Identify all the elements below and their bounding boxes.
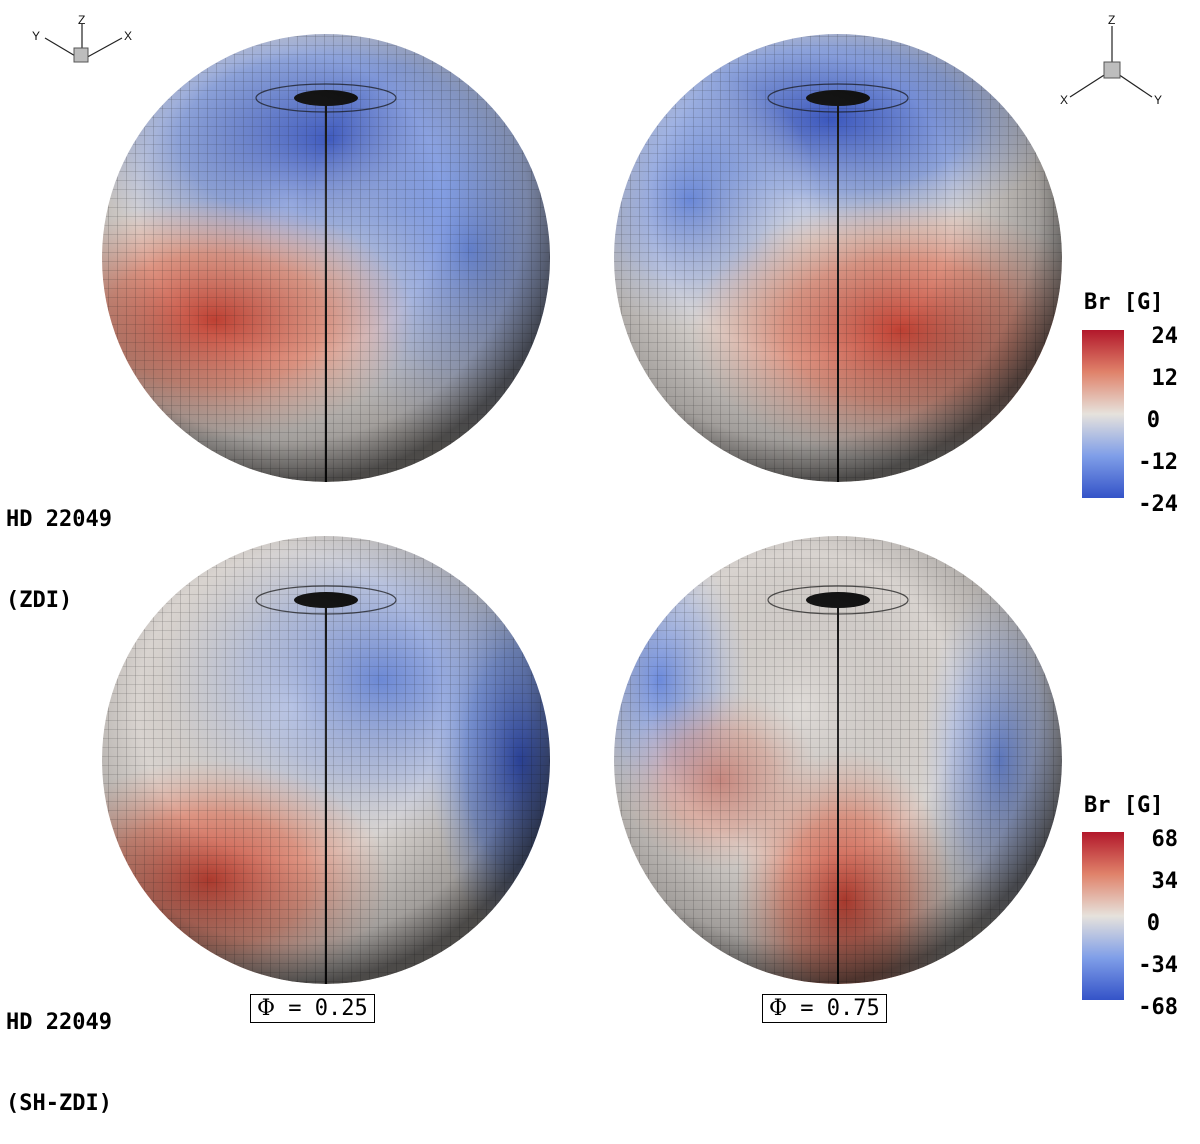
- colorbar-zdi: [1082, 330, 1124, 498]
- axis-label-z: Z: [78, 13, 85, 27]
- colorbar-tick: 68: [1151, 827, 1179, 852]
- colorbar-tick: -68: [1138, 995, 1178, 1020]
- phase-symbol: Φ: [257, 996, 276, 1021]
- colorbar-shzdi: [1082, 832, 1124, 1000]
- colorbar-tick: -12: [1138, 450, 1178, 475]
- method-name: (ZDI): [6, 588, 73, 613]
- axes-triad-left: Y Z X: [32, 13, 132, 63]
- axis-label-y: Y: [1154, 93, 1162, 107]
- colorbar-tick: 0: [1146, 408, 1160, 433]
- phase-value: = 0.75: [787, 996, 880, 1021]
- colorbar-title: Br [G]: [1084, 290, 1164, 315]
- axis-label-x: X: [124, 29, 132, 43]
- axis-label-x: X: [1060, 93, 1068, 107]
- colorbar-tick: 24: [1151, 324, 1179, 349]
- figure-canvas: Y Z X Z X Y: [32, 13, 1162, 1000]
- axes-triad-right: Z X Y: [1060, 13, 1162, 107]
- star-name: HD 22049: [6, 507, 112, 532]
- star-name: HD 22049: [6, 1010, 112, 1035]
- colorbar-tick: -24: [1138, 492, 1178, 517]
- colorbar-tick: -34: [1138, 953, 1178, 978]
- sphere-shzdi-phase-075: [614, 536, 1062, 984]
- colorbar-title: Br [G]: [1084, 793, 1164, 818]
- colorbar-tick: 34: [1151, 869, 1179, 894]
- colorbar-tick: 12: [1151, 366, 1179, 391]
- phase-label-075: Φ = 0.75: [762, 994, 887, 1023]
- phase-label-025: Φ = 0.25: [250, 994, 375, 1023]
- method-name: (SH-ZDI): [6, 1091, 112, 1116]
- row-label-shzdi: HD 22049 (SH-ZDI): [6, 955, 112, 1144]
- sphere-zdi-phase-025: [102, 34, 550, 482]
- axis-label-z: Z: [1108, 13, 1115, 27]
- sphere-zdi-phase-075: [614, 34, 1062, 482]
- phase-value: = 0.25: [275, 996, 368, 1021]
- row-label-zdi: HD 22049 (ZDI): [6, 452, 112, 641]
- sphere-shzdi-phase-025: [102, 536, 550, 984]
- axis-label-y: Y: [32, 29, 40, 43]
- colorbar-tick: 0: [1146, 911, 1160, 936]
- phase-symbol: Φ: [769, 996, 788, 1021]
